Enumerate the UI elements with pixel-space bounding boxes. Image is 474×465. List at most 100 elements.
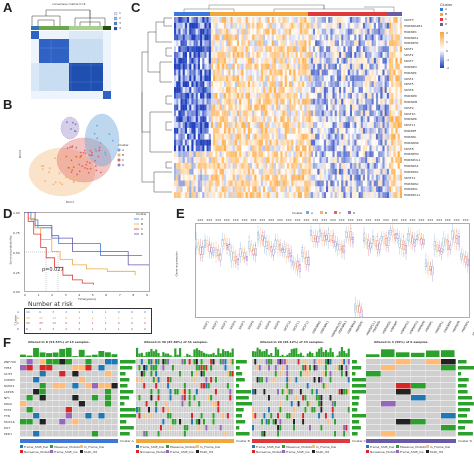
consensus-matrix (31, 31, 111, 99)
gene-freq-bar (120, 402, 125, 406)
mutation-cell (181, 389, 184, 395)
mutation-cell (98, 365, 105, 371)
box (464, 256, 467, 263)
mutation-cell (188, 365, 191, 371)
pca-point (99, 171, 102, 174)
mutation-cell (254, 407, 257, 413)
risk-cell: 3 (52, 326, 55, 331)
mutation-cell (91, 425, 99, 431)
pca-point (95, 150, 98, 153)
box-point (434, 244, 436, 246)
heatmap-gene-label: SRSF5 (404, 82, 414, 87)
mutation-cell (347, 401, 350, 407)
box-point (415, 240, 416, 242)
mutation-cell (174, 425, 177, 431)
mutation-cell (277, 413, 280, 419)
box (314, 235, 317, 242)
mutation-cell (229, 365, 232, 371)
box-point (312, 237, 314, 239)
mutation-cell (174, 383, 177, 389)
mutation-cell (366, 365, 381, 371)
mutation-cell (288, 359, 291, 365)
mutation-legend-label: Frame_Shift_Del (24, 444, 49, 449)
mutation-cell (59, 389, 66, 395)
mutation-cell (150, 365, 153, 371)
box-point (367, 239, 369, 240)
mutation-cell (288, 419, 291, 425)
gene-freq-bar (352, 378, 367, 382)
mutation-cell (226, 419, 229, 425)
mutation-cell (338, 401, 341, 407)
mutation-cell (441, 401, 456, 407)
pca-point (66, 157, 69, 160)
gene-freq-bar (236, 402, 253, 406)
mutation-cell (258, 359, 261, 365)
mutation-cell (258, 371, 261, 377)
mutation-cell (52, 431, 59, 437)
mutation-cell (252, 431, 254, 437)
box-sig-label: *** (197, 219, 203, 224)
mutation-cell (164, 407, 167, 413)
mutation-cell (299, 389, 302, 395)
mutation-cell (281, 431, 284, 437)
tmb-bar (281, 354, 284, 357)
box-point (425, 268, 426, 269)
box-point (332, 240, 334, 242)
mutation-cell (200, 413, 203, 419)
mutation-cell (441, 377, 456, 383)
pca-point (82, 158, 85, 160)
box-point (323, 233, 325, 234)
mutation-cell (214, 359, 217, 365)
pca-point (89, 149, 92, 152)
mutation-cell (150, 377, 153, 383)
km-ytick-000: 0.00 (13, 290, 20, 294)
mutation-cell (277, 389, 280, 395)
gene-freq-bar (236, 384, 240, 388)
mutation-cell (261, 377, 264, 383)
pca-point (59, 181, 62, 184)
tmb-bar (33, 348, 39, 357)
mutation-cell (293, 365, 295, 371)
mutation-cell (65, 419, 72, 425)
mutation-cell (152, 431, 155, 437)
mutation-cell (343, 395, 346, 401)
mutation-cell (256, 407, 259, 413)
mutation-legend-swatch (196, 450, 199, 453)
mutation-cell (256, 419, 259, 425)
mutation-cell (162, 377, 165, 383)
mutation-cell (85, 371, 92, 377)
box (365, 238, 368, 244)
mutation-cell (217, 407, 220, 413)
mutation-cell (138, 389, 141, 395)
box (356, 305, 359, 312)
mutation-cell (111, 407, 118, 413)
mutation-cell (252, 377, 254, 383)
mutation-cell (306, 365, 309, 371)
tmb-bar (193, 349, 196, 357)
mutation-cell (159, 365, 162, 371)
mutation-cell (426, 413, 441, 419)
mutation-cell (188, 359, 191, 365)
mutation-cell (381, 431, 396, 437)
mutation-cell (336, 395, 339, 401)
pca-point (69, 176, 71, 179)
mutation-cell (147, 371, 151, 377)
mutation-legend-label: Nonsense_Mutation (24, 449, 54, 454)
mutation-cell (111, 413, 118, 419)
mutation-cell (39, 413, 46, 419)
box-point (229, 242, 231, 244)
mutation-cell (366, 431, 381, 437)
mutation-cell (426, 389, 441, 395)
mutation-cell (179, 389, 182, 395)
mutation-cell (164, 371, 167, 377)
risk-cell: 2 (78, 326, 81, 331)
box (270, 246, 273, 252)
mutation-cell (205, 425, 208, 431)
mutation-cell (78, 425, 86, 431)
mutation-cell (152, 401, 155, 407)
mutation-legend-label: Missense_Mutation (54, 444, 83, 449)
mutation-legend-label: In_Frame_Del (430, 444, 451, 449)
mutation-cell (256, 371, 259, 377)
gene-freq-bar (236, 414, 242, 418)
mutation-cell (311, 365, 314, 371)
